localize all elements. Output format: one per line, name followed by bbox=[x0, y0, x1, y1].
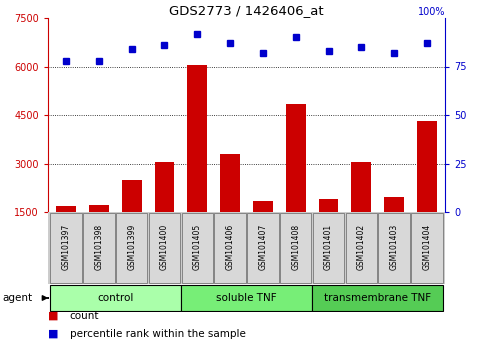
Bar bbox=[122, 180, 142, 261]
Text: GSM101403: GSM101403 bbox=[390, 223, 398, 270]
Bar bbox=[378, 213, 410, 283]
Title: GDS2773 / 1426406_at: GDS2773 / 1426406_at bbox=[169, 4, 324, 17]
Bar bbox=[116, 213, 147, 283]
Text: ■: ■ bbox=[48, 329, 58, 339]
Text: GSM101408: GSM101408 bbox=[291, 223, 300, 270]
Bar bbox=[89, 205, 109, 261]
Bar bbox=[214, 213, 246, 283]
Bar bbox=[313, 213, 344, 283]
Text: control: control bbox=[97, 293, 133, 303]
Bar bbox=[345, 213, 377, 283]
Bar bbox=[181, 285, 312, 311]
Text: GSM101404: GSM101404 bbox=[423, 223, 431, 270]
Text: GSM101399: GSM101399 bbox=[127, 223, 136, 270]
Bar bbox=[220, 154, 240, 261]
Text: count: count bbox=[70, 311, 99, 321]
Bar bbox=[155, 162, 174, 261]
Text: GSM101402: GSM101402 bbox=[357, 223, 366, 270]
Bar bbox=[50, 285, 181, 311]
Bar bbox=[149, 213, 180, 283]
Text: GSM101397: GSM101397 bbox=[61, 223, 71, 270]
Text: percentile rank within the sample: percentile rank within the sample bbox=[70, 329, 246, 339]
Bar bbox=[50, 213, 82, 283]
Text: soluble TNF: soluble TNF bbox=[216, 293, 277, 303]
Bar bbox=[247, 213, 279, 283]
Bar bbox=[384, 198, 404, 261]
Bar bbox=[312, 285, 443, 311]
Bar bbox=[417, 121, 437, 261]
Bar bbox=[56, 206, 76, 261]
Text: ■: ■ bbox=[48, 311, 58, 321]
Bar bbox=[253, 201, 273, 261]
Bar bbox=[83, 213, 114, 283]
Bar bbox=[286, 104, 306, 261]
Bar bbox=[182, 213, 213, 283]
Bar bbox=[411, 213, 443, 283]
Bar bbox=[352, 162, 371, 261]
Text: GSM101406: GSM101406 bbox=[226, 223, 235, 270]
Bar bbox=[280, 213, 312, 283]
Text: agent: agent bbox=[2, 293, 32, 303]
Text: transmembrane TNF: transmembrane TNF bbox=[324, 293, 431, 303]
Text: GSM101405: GSM101405 bbox=[193, 223, 202, 270]
Text: GSM101400: GSM101400 bbox=[160, 223, 169, 270]
Text: GSM101407: GSM101407 bbox=[258, 223, 268, 270]
Bar bbox=[319, 199, 339, 261]
Bar bbox=[187, 65, 207, 261]
Text: GSM101401: GSM101401 bbox=[324, 223, 333, 270]
Text: 100%: 100% bbox=[417, 7, 445, 17]
Text: GSM101398: GSM101398 bbox=[94, 223, 103, 270]
